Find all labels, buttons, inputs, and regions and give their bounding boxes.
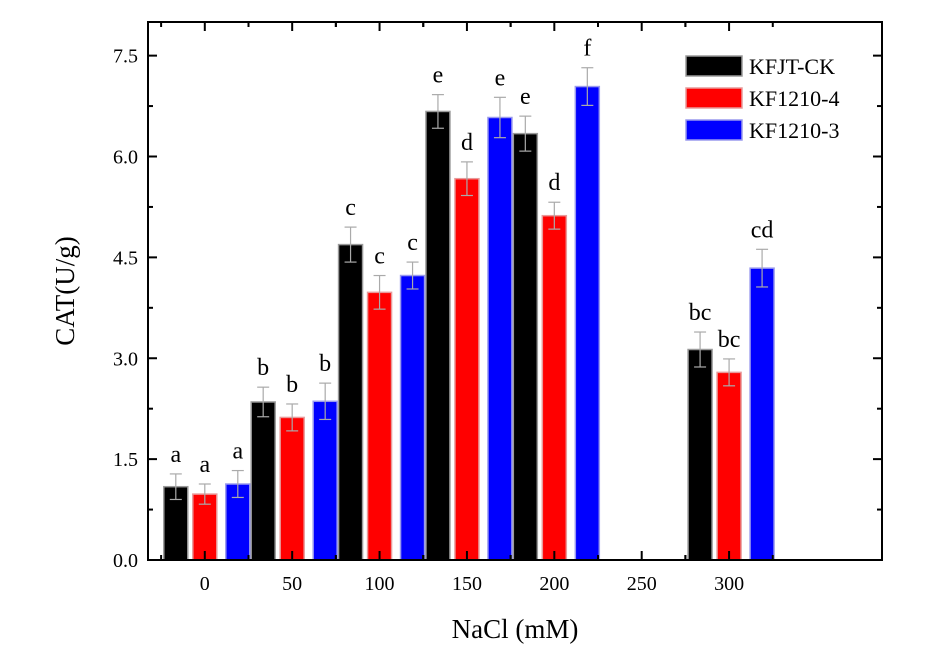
bar-kf1210-4-100 [366,291,393,561]
legend-swatch-kf1210-4 [685,87,743,109]
legend: KFJT-CK KF1210-4 KF1210-3 [685,54,839,143]
significance-label: a [170,442,181,468]
bar-kf1210-4-150 [454,177,480,561]
bar-kf1210-3-200 [574,85,601,561]
legend-label: KFJT-CK [749,54,835,79]
y-tick-label: 4.5 [113,247,138,269]
x-axis-label: NaCl (mM) [452,614,579,644]
bar-kfjt-ck-300 [687,348,713,561]
bar-kf1210-4-300 [716,371,742,561]
x-tick-label: 50 [282,573,302,595]
significance-label: a [232,439,243,465]
axes-layer: 0.0 1.5 3.0 4.5 6.0 7.5 0 50 100 150 200 250 300 [113,22,882,595]
bar-kfjt-ck-100 [337,243,364,561]
bar-kfjt-ck-200 [512,132,539,561]
x-tick-label: 150 [452,573,482,595]
x-tick-label: 250 [627,573,657,595]
bar-kf1210-4-200 [541,214,568,561]
significance-label: e [495,65,506,91]
x-tick-label: 0 [200,573,210,595]
bar-kf1210-3-300 [749,267,775,561]
significance-label: d [548,170,560,196]
x-tick-label: 200 [539,573,569,595]
significance-label: b [319,351,331,377]
legend-swatch-kfjt-ck [685,55,743,77]
bar-kfjt-ck-150 [425,110,451,561]
significance-label: f [583,36,591,62]
x-tick-label: 100 [365,573,395,595]
legend-label: KF1210-4 [749,86,839,111]
significance-label: c [345,195,356,221]
significance-label: a [199,452,210,478]
significance-label: c [374,244,385,270]
y-axis-label: CAT(U/g) [50,236,80,346]
significance-label: e [433,63,444,89]
bar-kfjt-ck-50 [250,401,276,561]
bar-kf1210-3-150 [487,116,513,561]
significance-label: bc [718,327,741,353]
legend-swatch-kf1210-3 [685,119,743,141]
y-tick-label: 1.5 [113,449,138,471]
significance-label: d [461,130,473,156]
plot-frame [147,21,883,561]
significance-label: e [520,84,531,110]
y-tick-label: 3.0 [113,348,138,370]
significance-label: b [286,372,298,398]
y-tick-label: 7.5 [113,46,138,68]
bar-kf1210-4-50 [279,416,305,561]
y-tick-label: 6.0 [113,147,138,169]
y-tick-label: 0.0 [113,550,138,572]
bar-kf1210-3-100 [399,274,426,561]
legend-label: KF1210-3 [749,118,839,143]
significance-label: b [257,355,269,381]
significance-label: cd [751,217,774,243]
significance-label: c [407,230,418,256]
significance-label: bc [689,300,712,326]
x-tick-label: 300 [714,573,744,595]
bar-kf1210-3-50 [312,400,338,561]
